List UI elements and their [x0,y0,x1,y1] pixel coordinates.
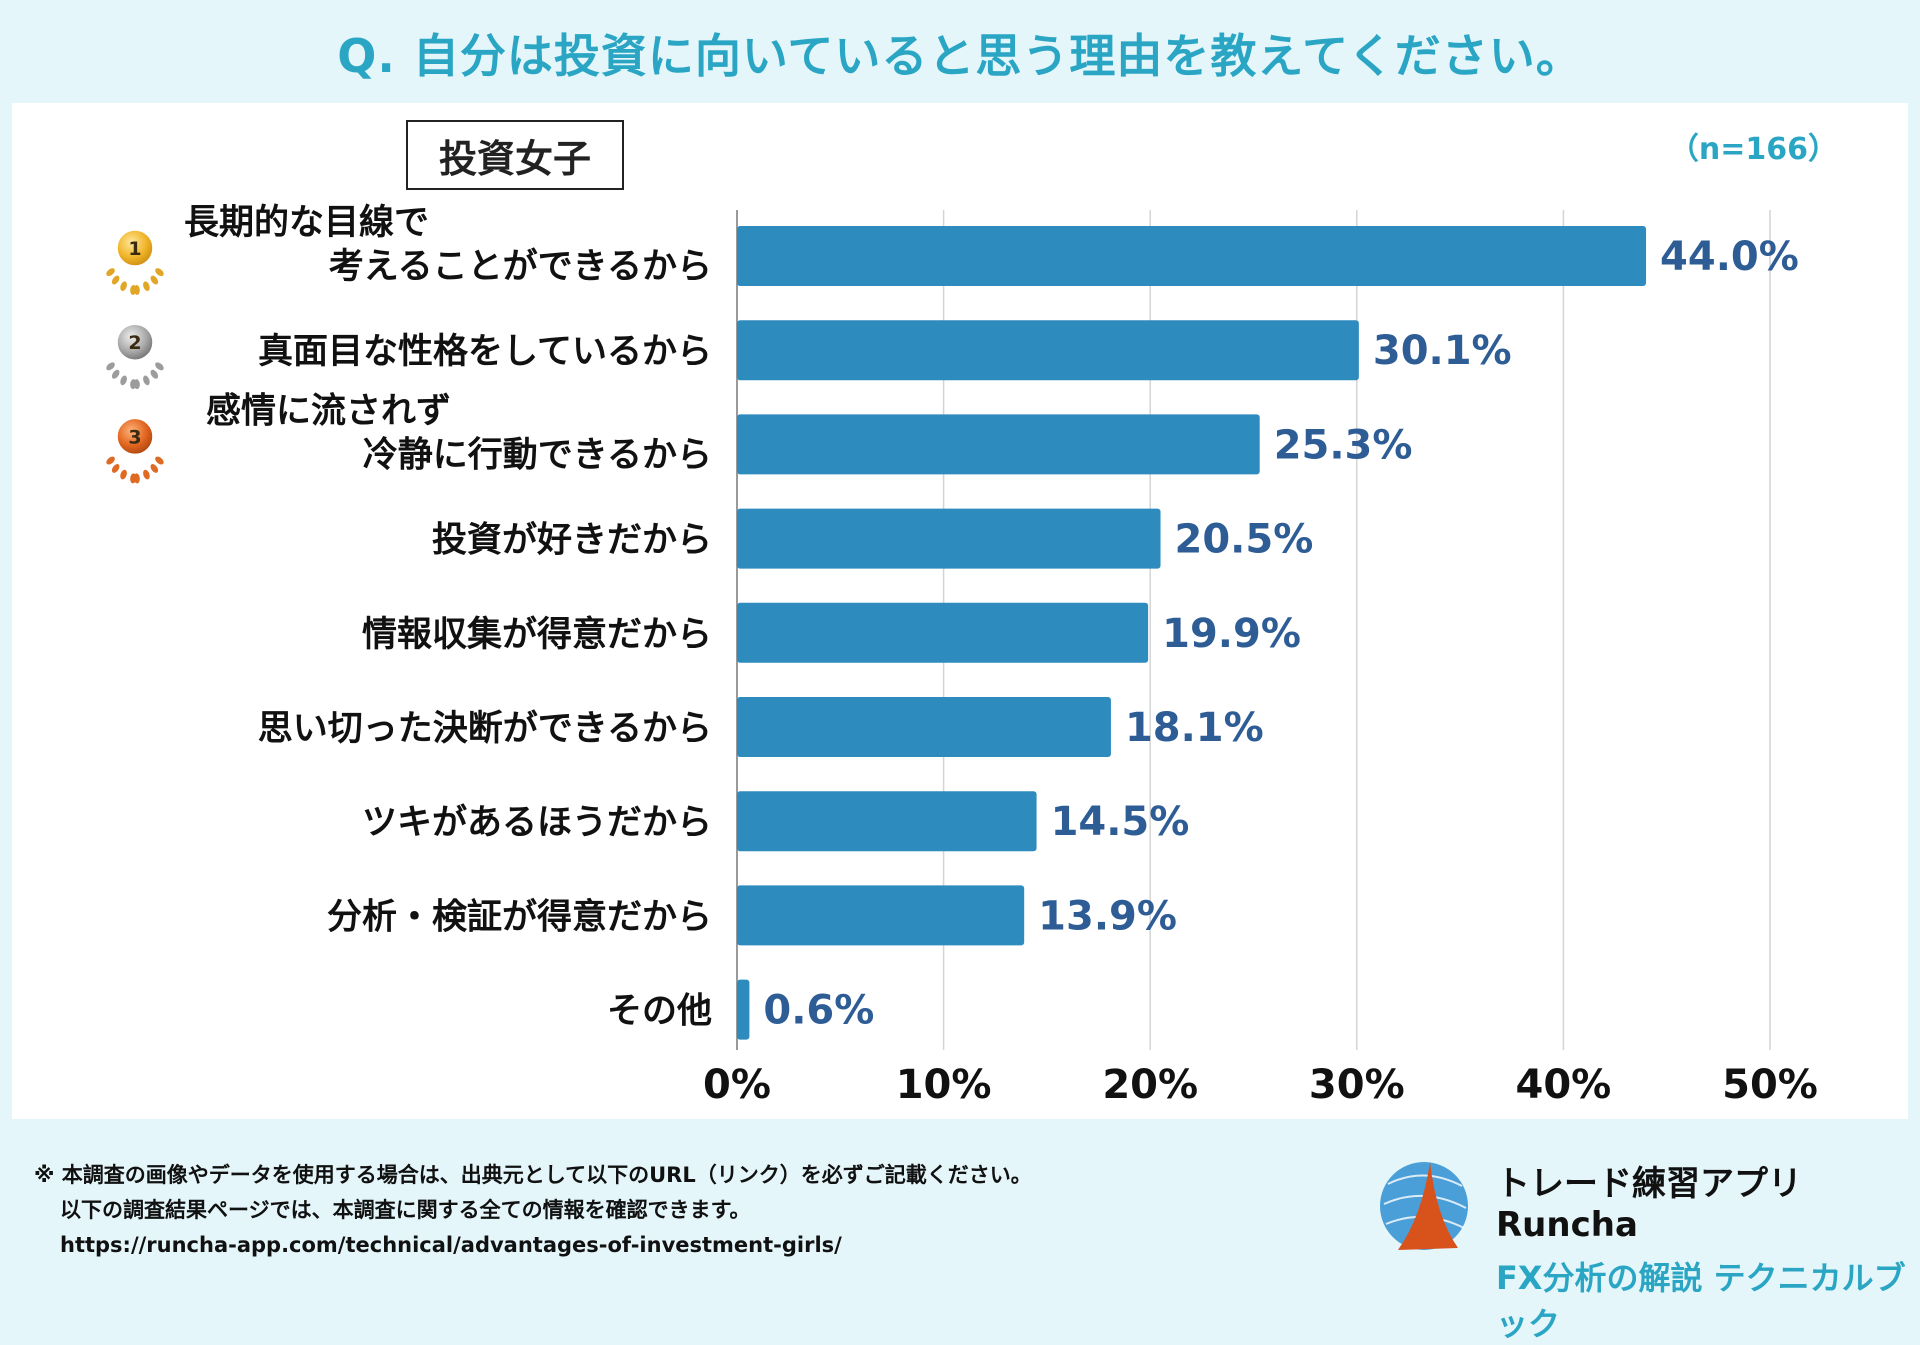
bar [737,697,1111,757]
footer-line-2: 以下の調査結果ページでは、本調査に関する全ての情報を確認できます。 [60,1198,751,1222]
value-label: 19.9% [1162,611,1301,657]
rank-number: 2 [128,332,141,354]
footer-line-1: ※ 本調査の画像やデータを使用する場合は、出典元として以下のURL（リンク）を必… [34,1163,1032,1187]
bar [737,414,1260,475]
sample-size-label: （n=166） [1668,132,1838,167]
value-label: 18.1% [1125,705,1264,751]
category-label: 真面目な性格をしているから [258,332,712,372]
x-tick-label: 30% [1309,1062,1405,1108]
category-label: 分析・検証が得意だから [327,897,712,937]
value-label: 44.0% [1660,234,1799,280]
bar [737,885,1025,946]
category-label: 情報収集が得意だから [362,615,712,655]
value-label: 25.3% [1274,422,1413,468]
bar [737,508,1161,569]
brand-tagline: FX分析の解説 テクニカルブック [1496,1259,1906,1343]
value-label: 30.1% [1373,328,1512,374]
value-label: 13.9% [1038,893,1177,939]
category-label: 感情に流されず [206,391,451,431]
category-label: 思い切った決断ができるから [258,709,712,749]
x-tick-label: 40% [1516,1062,1612,1108]
rank-number: 3 [128,426,141,448]
bar [737,320,1359,381]
segment-badge: 投資女子 [406,120,624,190]
source-url[interactable]: https://runcha-app.com/technical/advanta… [60,1233,842,1257]
runcha-logo-icon [1380,1162,1468,1250]
value-label: 0.6% [763,988,874,1034]
category-label: 長期的な目線で [184,203,429,243]
rank-medal-icon: 1 [106,229,164,295]
category-label: 冷静に行動できるから [363,435,712,475]
x-tick-label: 20% [1102,1062,1198,1108]
chart-title: Q. 自分は投資に向いていると思う理由を教えてください。 [337,29,1583,83]
brand-block: トレード練習アプリ Runcha FX分析の解説 テクニカルブック [1496,1156,1920,1345]
footer-notice: ※ 本調査の画像やデータを使用する場合は、出典元として以下のURL（リンク）を必… [34,1158,1032,1263]
rank-medal-icon: 2 [106,323,164,390]
category-label: 考えることができるから [329,247,712,287]
bar [737,791,1037,852]
category-label: ツキがあるほうだから [362,803,712,843]
category-label: 投資が好きだから [432,521,712,561]
bar [737,602,1149,663]
x-tick-label: 0% [703,1062,771,1108]
value-label: 14.5% [1051,799,1190,845]
x-tick-label: 10% [896,1062,992,1108]
category-label: その他 [607,992,712,1032]
rank-number: 1 [128,238,141,260]
bar [737,979,750,1040]
x-tick-label: 50% [1722,1062,1818,1108]
rank-medal-icon: 3 [106,417,164,484]
bar [737,226,1647,286]
brand-name: トレード練習アプリ Runcha [1496,1164,1802,1245]
value-label: 20.5% [1175,517,1314,563]
